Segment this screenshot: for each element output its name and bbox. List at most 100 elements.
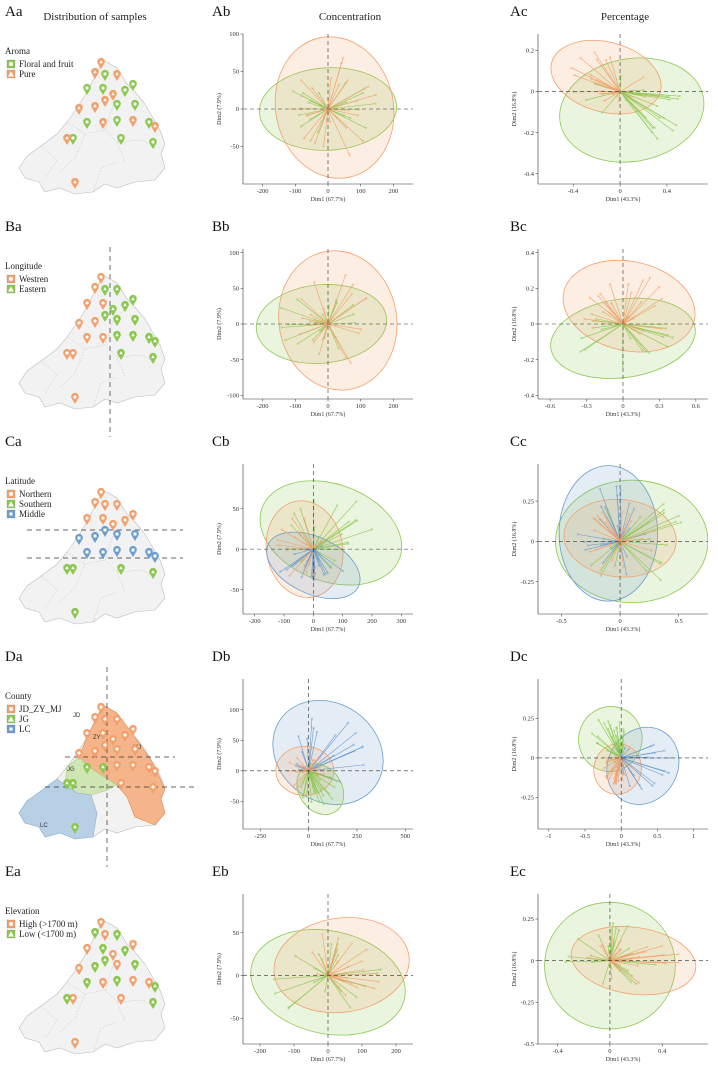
sample-vector	[308, 759, 314, 771]
sample-point	[677, 514, 680, 517]
sample-point	[317, 91, 321, 95]
sample-vector	[277, 544, 314, 550]
sample-point	[666, 345, 669, 348]
sample-pin	[129, 975, 137, 987]
sample-pin	[99, 83, 107, 95]
sample-point	[324, 572, 327, 575]
sample-point	[318, 353, 321, 356]
sample-point	[589, 77, 593, 80]
sample-point	[357, 114, 360, 117]
sample-point	[590, 313, 593, 316]
sample-point	[292, 784, 296, 787]
sample-point	[656, 137, 659, 140]
sample-vector	[293, 770, 309, 786]
district-border	[104, 308, 126, 346]
sample-point	[628, 784, 631, 788]
sample-point	[317, 535, 320, 539]
sample-vector	[620, 757, 629, 769]
x-tick-label: 0.3	[655, 403, 663, 410]
sample-pin	[129, 294, 137, 306]
sample-vector	[308, 764, 364, 772]
sample-vector	[277, 539, 314, 550]
sample-point	[650, 745, 653, 748]
sample-point	[302, 558, 305, 561]
sample-point	[280, 326, 283, 329]
y-tick-label: 0.2	[526, 285, 534, 292]
sample-point	[583, 540, 586, 544]
sample-vector	[327, 955, 339, 976]
sample-point	[628, 532, 631, 535]
y-axis-label: Dim2 (7.9%)	[216, 523, 223, 555]
sample-point	[352, 743, 355, 746]
sample-point	[362, 763, 365, 766]
x-tick-label: 0.5	[675, 618, 683, 625]
sample-pin	[99, 728, 107, 740]
sample-vector	[327, 108, 331, 122]
sample-point	[601, 93, 604, 96]
district-border	[92, 161, 118, 193]
sample-point	[642, 76, 645, 79]
sample-pin	[63, 348, 71, 360]
sample-point	[290, 524, 293, 527]
sample-vector	[601, 323, 624, 330]
y-tick-label: 0.25	[523, 716, 534, 723]
sample-vector	[292, 548, 314, 567]
sample-vector	[322, 314, 329, 325]
sample-point	[653, 782, 656, 785]
sample-vector	[327, 969, 364, 976]
sample-pin	[113, 545, 121, 557]
sample-point	[365, 296, 368, 300]
county-label-jd: JD	[73, 713, 81, 719]
sample-vector	[611, 757, 622, 771]
sample-pin	[99, 298, 107, 310]
sample-pin	[63, 133, 71, 145]
x-tick-label: 100	[356, 403, 366, 410]
x-tick-label: -100	[288, 1048, 300, 1055]
sample-vector	[611, 303, 624, 325]
x-tick-label: 0	[618, 188, 621, 195]
sample-point	[663, 749, 666, 752]
x-tick-label: -100	[289, 403, 301, 410]
sample-pin	[101, 95, 109, 107]
sample-point	[594, 83, 597, 86]
sample-vector	[313, 549, 326, 574]
sample-point	[302, 137, 305, 140]
sample-point	[297, 768, 301, 771]
sample-vector	[609, 960, 637, 985]
sample-vector	[590, 78, 621, 92]
sample-pin	[101, 499, 109, 511]
sample-pin	[83, 117, 91, 129]
sample-vector	[619, 503, 630, 542]
sample-point	[619, 488, 622, 492]
sample-vector	[620, 729, 624, 758]
sample-point	[284, 339, 287, 342]
chart-ec: -0.4 0 0.4 -0.5 -0.25 0 0.25 Dim1 (43.3%) Dim2 (…	[511, 894, 708, 1063]
sample-point	[619, 939, 622, 942]
sample-pin	[83, 513, 91, 525]
col-title-distribution: Distribution of samples	[43, 11, 146, 23]
sample-pin	[113, 330, 121, 342]
sample-point	[315, 972, 319, 976]
sample-vector	[609, 929, 612, 961]
sample-point	[299, 507, 302, 510]
sample-point	[640, 787, 643, 790]
sample-vector	[609, 960, 612, 979]
x-tick-label: 0.4	[658, 1048, 667, 1055]
sample-point	[605, 777, 608, 780]
sample-pin	[113, 744, 121, 756]
sample-point	[621, 510, 624, 513]
sample-vector	[605, 59, 621, 92]
sample-pin	[121, 730, 129, 742]
sample-pin	[99, 943, 107, 955]
sample-pin	[149, 567, 157, 579]
x-tick-label: -100	[278, 618, 290, 625]
sample-pin	[97, 487, 105, 499]
sample-point	[679, 521, 683, 524]
sample-vector	[281, 323, 329, 328]
sample-point	[621, 365, 624, 368]
sample-point	[603, 99, 606, 102]
sample-point	[623, 746, 626, 749]
sample-vector	[622, 284, 629, 325]
sample-vector	[313, 548, 344, 572]
sample-point	[299, 785, 302, 788]
